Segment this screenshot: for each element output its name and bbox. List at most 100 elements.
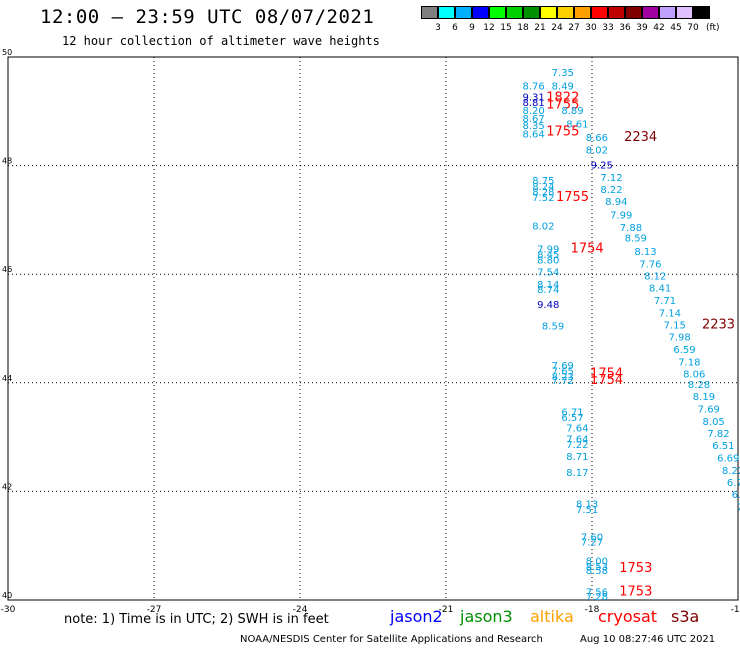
wave-height-label: 8.64 xyxy=(522,129,544,140)
color-scale-swatch xyxy=(523,6,540,19)
wave-height-label: 9.25 xyxy=(591,160,613,171)
color-scale-label: 39 xyxy=(636,23,648,33)
color-scale-label: 27 xyxy=(568,23,580,33)
satellite-legend-jason3: jason3 xyxy=(460,607,513,626)
wave-height-label: 8.89 xyxy=(561,106,583,117)
wave-height-label: 8.41 xyxy=(649,284,671,295)
wave-height-label: 7.88 xyxy=(620,223,642,234)
wave-height-label: 7.65 xyxy=(552,367,574,378)
color-scale-swatch xyxy=(506,6,523,19)
color-scale-label: 45 xyxy=(670,23,682,33)
x-tick-label: -15 xyxy=(731,605,740,615)
wave-height-label: 7.52 xyxy=(532,193,554,204)
y-tick-label: 42 xyxy=(2,482,12,491)
y-tick-labels: 40 42 44 46 48 50 xyxy=(2,48,12,600)
wave-height-label: 7.60 xyxy=(581,532,603,543)
pass-time-label: 1755 xyxy=(546,125,579,140)
x-tick-label: -27 xyxy=(147,605,162,615)
color-scale-label: 33 xyxy=(602,23,614,33)
wave-height-label: 8.12 xyxy=(644,272,666,283)
wave-height-label: 6.59 xyxy=(673,345,695,356)
wave-height-label: 8.05 xyxy=(703,417,725,428)
wave-height-label: 8.94 xyxy=(605,197,627,208)
wave-height-label: 7.98 xyxy=(668,332,690,343)
wave-height-label: 6.61 xyxy=(732,490,740,501)
data-labels: 7.358.76 8.499.318.818.208.67182217558.89… xyxy=(522,68,740,603)
wave-height-label: 7.69 xyxy=(698,405,720,416)
wave-height-label: 8.67 xyxy=(522,114,544,125)
wave-height-label: 7.82 xyxy=(707,429,729,440)
wave-height-label: 7.14 xyxy=(659,309,681,320)
color-scale-label: 6 xyxy=(452,23,458,33)
wave-height-label: 8.17 xyxy=(566,468,588,479)
pass-time-label: 1754 xyxy=(590,366,623,381)
pass-time-label: 1755 xyxy=(556,190,589,205)
wave-height-label: 8.28 xyxy=(688,380,710,391)
wave-height-label: 6.71 xyxy=(727,478,740,489)
color-scale-label: 9 xyxy=(469,23,475,33)
wave-height-label: 7.76 xyxy=(639,260,661,271)
wave-height-label: 7.99 xyxy=(610,210,632,221)
color-scale-swatch xyxy=(557,6,574,19)
color-scale-label: 70 xyxy=(687,23,699,33)
page-title: 12:00 — 23:59 UTC 08/07/2021 xyxy=(40,6,375,28)
color-scale-label: 21 xyxy=(534,23,546,33)
color-scale-swatch xyxy=(591,6,608,19)
color-scale-swatch xyxy=(472,6,489,19)
wave-height-label: 8.49 xyxy=(552,82,574,93)
color-scale-swatch xyxy=(421,6,438,19)
satellite-legend-s3a: s3a xyxy=(671,607,700,626)
wave-height-label: 8.22 xyxy=(722,466,740,477)
wave-height-label: 8.23 xyxy=(552,372,574,383)
color-scale-swatch xyxy=(625,6,642,19)
wave-height-label: 8.35 xyxy=(522,121,544,132)
timestamp-text: Aug 10 08:27:46 UTC 2021 xyxy=(580,634,716,645)
y-tick-label: 40 xyxy=(2,591,12,600)
y-tick-label: 50 xyxy=(2,48,12,57)
wave-height-label: 8.71 xyxy=(566,452,588,463)
wave-height-label: 8.76 xyxy=(522,82,544,93)
wave-height-label: 8.00 xyxy=(586,557,608,568)
grid-lines xyxy=(8,57,738,600)
color-scale-swatch xyxy=(574,6,591,19)
satellite-legend-cryosat: cryosat xyxy=(598,607,658,626)
pass-time-label: 1753 xyxy=(619,561,652,576)
satellite-legend-altika: altika xyxy=(530,607,574,626)
wave-height-label: 6.69 xyxy=(717,454,739,465)
color-scale-unit: (ft) xyxy=(706,23,720,33)
wave-height-label: 7.56 xyxy=(586,588,608,599)
color-scale-label: 15 xyxy=(500,23,512,33)
color-scale-label: 18 xyxy=(517,23,529,33)
wave-height-label: 6.51 xyxy=(712,441,734,452)
wave-height-label: 7.18 xyxy=(678,357,700,368)
color-scale-label: 12 xyxy=(483,23,495,33)
wave-height-label: 7.99 xyxy=(537,244,559,255)
wave-height-label: 8.81 xyxy=(522,98,544,109)
wave-height-label: 7.22 xyxy=(566,440,588,451)
wave-height-label: 8.61 xyxy=(566,120,588,131)
x-tick-labels: -30 -27 -24 -21 -18 -15 xyxy=(1,605,740,615)
x-tick-label: -24 xyxy=(293,605,308,615)
wave-height-label: 7.28 xyxy=(586,592,608,603)
wave-height-label: 7.54 xyxy=(537,267,559,278)
pass-time-label: 1755 xyxy=(546,98,579,113)
x-tick-label: -18 xyxy=(585,605,600,615)
color-scale-swatch xyxy=(438,6,455,19)
wave-height-label: 8.59 xyxy=(625,234,647,245)
color-scale-label: 3 xyxy=(435,23,441,33)
wave-height-label: 7.12 xyxy=(600,173,622,184)
footer-note: note: 1) Time is in UTC; 2) SWH is in fe… xyxy=(64,612,329,627)
y-tick-label: 44 xyxy=(2,374,12,383)
page-subtitle: 12 hour collection of altimeter wave hei… xyxy=(62,34,380,48)
pass-time-label: 1822 xyxy=(546,91,579,106)
pass-time-label: 1754 xyxy=(571,241,604,256)
wave-height-label: 8.06 xyxy=(683,369,705,380)
wave-height-label: 8.14 xyxy=(537,280,559,291)
wave-height-label: 8.02 xyxy=(532,222,554,233)
plot-area xyxy=(7,56,739,601)
wave-height-label: 8.74 xyxy=(537,285,559,296)
wave-height-label: 8.59 xyxy=(542,322,564,333)
wave-height-label: 7.35 xyxy=(552,68,574,79)
credit-text: NOAA/NESDIS Center for Satellite Applica… xyxy=(240,634,543,645)
